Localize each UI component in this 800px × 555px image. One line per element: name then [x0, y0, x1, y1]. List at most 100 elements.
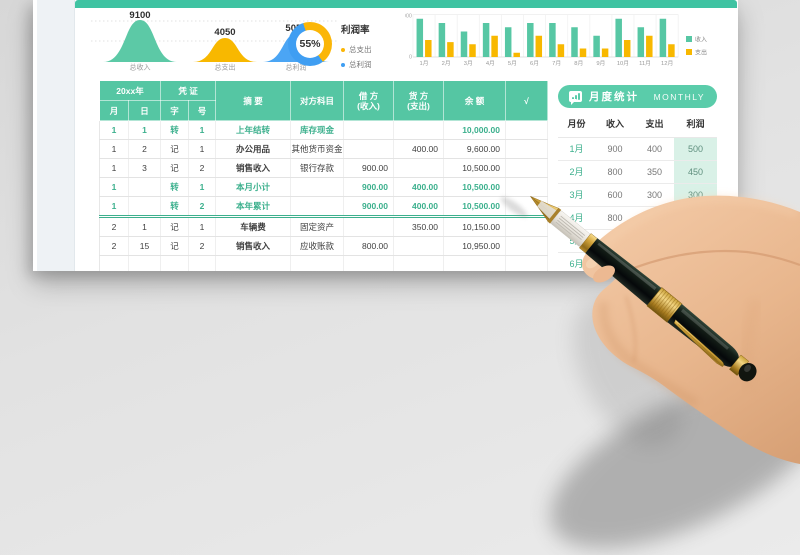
ledger-cell-check[interactable]: [505, 236, 549, 256]
ledger-cell-balance[interactable]: 10,000.00: [443, 120, 507, 140]
ledger-cell-account[interactable]: [290, 196, 345, 218]
ledger-cell-check[interactable]: [505, 196, 549, 218]
monthly-cell-income[interactable]: [595, 253, 635, 271]
monthly-cell-month[interactable]: 3月: [569, 190, 584, 200]
ledger-cell-debit[interactable]: 900.00: [343, 177, 395, 197]
ledger-cell-debit[interactable]: [343, 120, 395, 140]
ledger-cell-summary[interactable]: 销售收入: [215, 158, 292, 178]
ledger-cell-check[interactable]: [505, 120, 549, 140]
ledger-cell-debit[interactable]: 800.00: [343, 236, 395, 256]
ledger-cell-balance[interactable]: 10,150.00: [443, 216, 507, 237]
monthly-cell-expense[interactable]: [635, 230, 674, 252]
ledger-cell-account[interactable]: 库存现金: [290, 120, 345, 140]
ledger-cell-credit[interactable]: [393, 158, 445, 178]
ledger-cell-credit[interactable]: [393, 120, 445, 140]
ledger-cell-word[interactable]: 记: [160, 216, 190, 237]
ledger-cell-num[interactable]: 2: [188, 158, 217, 178]
ledger-cell-account[interactable]: 固定资产: [290, 216, 345, 237]
ledger-cell-num[interactable]: [188, 255, 217, 271]
ledger-cell-balance[interactable]: 10,500.00: [443, 158, 507, 178]
ledger-cell-balance[interactable]: 10,500.00: [443, 196, 507, 218]
ledger-cell-summary[interactable]: 办公用品: [215, 139, 292, 159]
ledger-cell-debit[interactable]: [343, 255, 395, 271]
monthly-cell-profit[interactable]: [674, 253, 717, 271]
ledger-cell-account[interactable]: 银行存款: [290, 158, 345, 178]
ledger-cell-word[interactable]: 转: [160, 177, 190, 197]
header-account[interactable]: 对方科目: [290, 80, 345, 121]
ledger-cell-account[interactable]: 应收账款: [290, 236, 345, 256]
ledger-cell-month[interactable]: 1: [99, 196, 129, 218]
ledger-cell-month[interactable]: 1: [99, 177, 129, 197]
ledger-cell-word[interactable]: 记: [160, 139, 190, 159]
profit-rate-donut-chart[interactable]: 55%: [288, 22, 332, 66]
ledger-cell-credit[interactable]: 350.00: [393, 216, 445, 237]
header-debit[interactable]: 借 方 (收入): [343, 80, 395, 121]
monthly-cell-expense[interactable]: 400: [646, 144, 663, 154]
monthly-cell-income[interactable]: 600: [607, 190, 623, 200]
monthly-cell-month[interactable]: 2月: [569, 167, 584, 177]
ledger-cell-balance[interactable]: [443, 255, 507, 271]
ledger-cell-account[interactable]: [290, 255, 345, 271]
ledger-cell-day[interactable]: 3: [128, 158, 162, 178]
monthly-cell-expense[interactable]: [635, 207, 674, 229]
ledger-cell-credit[interactable]: 400.00: [393, 177, 445, 197]
ledger-cell-summary[interactable]: 车辆费: [215, 216, 292, 237]
ledger-cell-month[interactable]: 1: [99, 158, 129, 178]
ledger-cell-check[interactable]: [505, 216, 549, 237]
ledger-cell-check[interactable]: [505, 255, 549, 271]
ledger-cell-day[interactable]: 2: [128, 139, 162, 159]
header-year[interactable]: 20xx年: [98, 80, 162, 101]
ledger-cell-word[interactable]: 记: [160, 236, 190, 256]
ledger-cell-summary[interactable]: 本年累计: [215, 196, 292, 218]
ledger-cell-balance[interactable]: 10,950.00: [443, 236, 507, 256]
header-word[interactable]: 字: [160, 100, 190, 121]
ledger-cell-summary[interactable]: [215, 255, 292, 271]
header-balance[interactable]: 余 额: [443, 80, 507, 121]
monthly-cell-month[interactable]: 4月: [569, 213, 584, 223]
ledger-cell-month[interactable]: 1: [99, 139, 129, 159]
ledger-cell-month[interactable]: 2: [99, 216, 129, 237]
ledger-cell-balance[interactable]: 10,500.00: [443, 177, 507, 197]
monthly-cell-profit[interactable]: [674, 207, 717, 229]
ledger-cell-account[interactable]: [290, 177, 345, 197]
ledger-cell-word[interactable]: [160, 255, 190, 271]
ledger-cell-num[interactable]: 1: [188, 216, 217, 237]
ledger-cell-day[interactable]: [128, 255, 162, 271]
ledger-cell-summary[interactable]: 本月小计: [215, 177, 292, 197]
ledger-cell-credit[interactable]: 400.00: [393, 139, 445, 159]
ledger-cell-debit[interactable]: 900.00: [343, 158, 395, 178]
header-num[interactable]: 号: [188, 100, 217, 121]
ledger-cell-day[interactable]: [128, 177, 162, 197]
ledger-cell-word[interactable]: 转: [160, 196, 190, 218]
ledger-cell-day[interactable]: [128, 196, 162, 218]
monthly-cell-profit[interactable]: [674, 230, 717, 252]
monthly-cell-profit[interactable]: 450: [674, 161, 717, 183]
header-month[interactable]: 月: [99, 100, 129, 121]
ledger-cell-num[interactable]: 1: [188, 139, 217, 159]
ledger-cell-day[interactable]: 1: [128, 216, 162, 237]
ledger-cell-day[interactable]: 1: [128, 120, 162, 140]
monthly-cell-month[interactable]: 1月: [569, 144, 584, 154]
header-check[interactable]: √: [505, 80, 549, 121]
ledger-cell-credit[interactable]: [393, 255, 445, 271]
header-day[interactable]: 日: [127, 100, 162, 121]
ledger-cell-check[interactable]: [505, 158, 549, 178]
monthly-cell-expense[interactable]: 350: [646, 167, 663, 177]
ledger-cell-num[interactable]: 2: [188, 236, 217, 256]
monthly-cell-profit[interactable]: 500: [674, 138, 717, 160]
monthly-cell-profit[interactable]: 300: [674, 184, 717, 206]
ledger-cell-account[interactable]: 其他货币资金: [290, 139, 345, 159]
ledger-cell-num[interactable]: 1: [188, 177, 217, 197]
ledger-cell-num[interactable]: 2: [188, 196, 217, 218]
ledger-cell-debit[interactable]: 900.00: [343, 196, 395, 218]
ledger-cell-word[interactable]: 记: [160, 158, 190, 178]
ledger-cell-month[interactable]: 1: [99, 120, 129, 140]
monthly-cell-expense[interactable]: [635, 253, 674, 271]
monthly-bar-chart[interactable]: 1000 0 1月 2月 3月 4月 5月 6月 7月 8月 9月 10月 11月 12月 收入 支出: [405, 6, 727, 72]
ledger-cell-check[interactable]: [505, 139, 549, 159]
ledger-cell-balance[interactable]: 9,600.00: [443, 139, 507, 159]
ledger-cell-month[interactable]: 2: [99, 236, 129, 256]
ledger-cell-debit[interactable]: [343, 139, 395, 159]
monthly-cell-income[interactable]: 800: [607, 213, 623, 223]
ledger-cell-check[interactable]: [505, 177, 549, 197]
